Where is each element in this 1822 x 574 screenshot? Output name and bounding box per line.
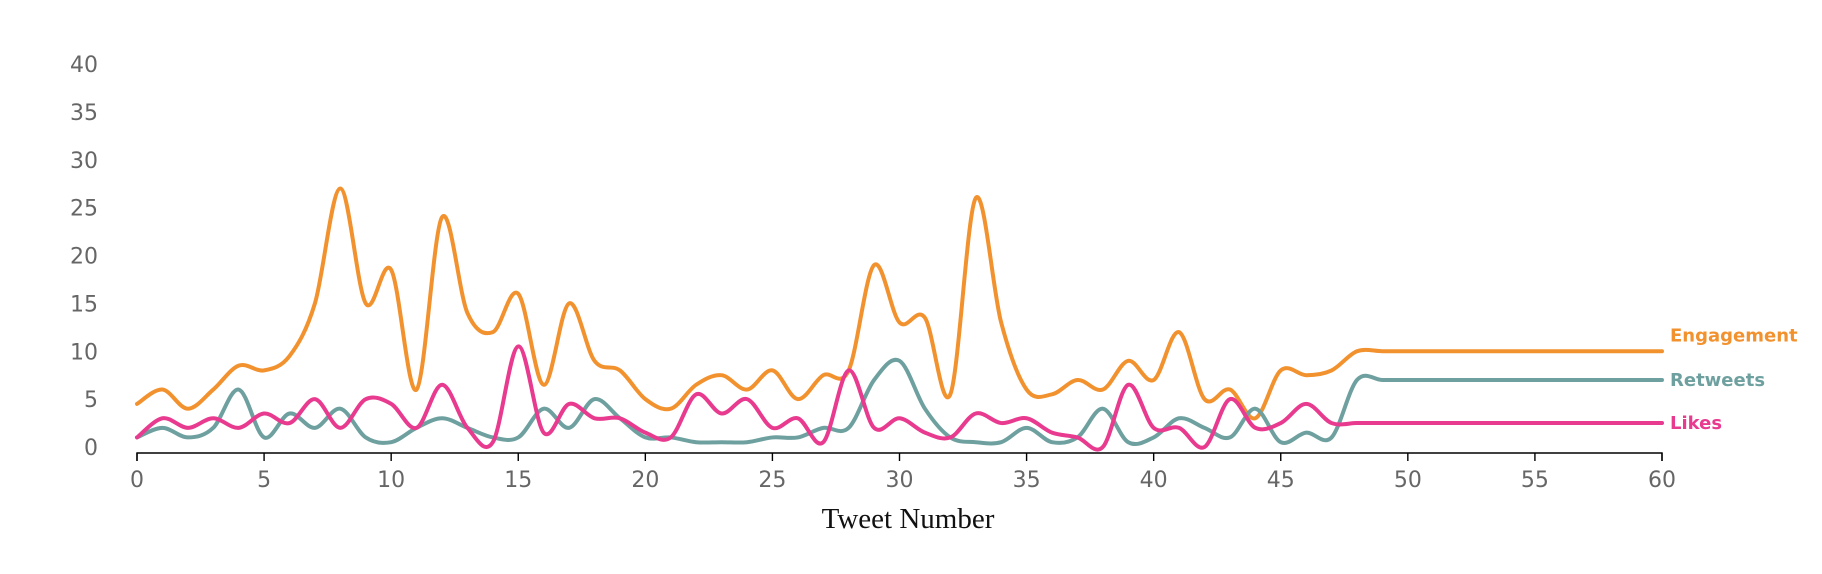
x-axis: 0 5 10 15 20 25 30 35 40 45 50 55 60 <box>130 452 1676 493</box>
y-axis: 0 5 10 15 20 25 30 35 40 <box>70 53 98 461</box>
x-tick-label: 60 <box>1648 468 1676 493</box>
x-axis-title: Tweet Number <box>822 503 995 535</box>
x-tick-label: 10 <box>377 468 405 493</box>
x-tick-label: 0 <box>130 468 144 493</box>
plot-area <box>135 186 1664 452</box>
x-tick-label: 15 <box>504 468 532 493</box>
series-label-retweets: Retweets <box>1670 370 1765 391</box>
series-label-likes: Likes <box>1670 413 1722 434</box>
x-tick-label: 40 <box>1140 468 1168 493</box>
x-tick-label: 5 <box>257 468 271 493</box>
y-tick-label: 30 <box>70 149 98 174</box>
y-tick-label: 25 <box>70 197 98 222</box>
x-tick-label: 35 <box>1013 468 1041 493</box>
x-tick-label: 45 <box>1267 468 1295 493</box>
y-tick-label: 35 <box>70 101 98 126</box>
series-line-engagement <box>135 186 1664 421</box>
x-tick-label: 30 <box>886 468 914 493</box>
series-labels: Engagement Retweets Likes <box>1670 325 1798 434</box>
y-tick-label: 20 <box>70 245 98 270</box>
x-tick-label: 55 <box>1521 468 1549 493</box>
y-tick-label: 40 <box>70 53 98 78</box>
x-tick-label: 25 <box>758 468 786 493</box>
y-tick-label: 15 <box>70 292 98 317</box>
x-tick-label: 50 <box>1394 468 1422 493</box>
y-tick-label: 0 <box>84 436 98 461</box>
y-tick-label: 5 <box>84 388 98 413</box>
x-tick-label: 20 <box>631 468 659 493</box>
series-line-likes <box>135 344 1664 452</box>
y-tick-label: 10 <box>70 340 98 365</box>
series-line-retweets <box>135 357 1664 447</box>
series-label-engagement: Engagement <box>1670 325 1798 346</box>
